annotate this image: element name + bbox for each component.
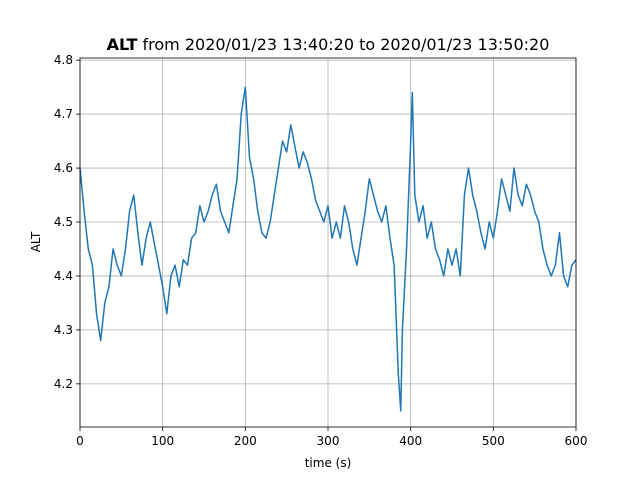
y-tick-label: 4.3 xyxy=(54,323,73,337)
y-tick-label: 4.5 xyxy=(54,215,73,229)
y-tick-label: 4.8 xyxy=(54,53,73,67)
y-tick-label: 4.6 xyxy=(54,161,73,175)
y-tick-label: 4.7 xyxy=(54,107,73,121)
x-tick-label: 600 xyxy=(565,434,588,448)
y-tick-label: 4.4 xyxy=(54,269,73,283)
y-axis-label: ALT xyxy=(29,231,43,252)
plot-frame xyxy=(79,57,577,428)
x-tick-label: 400 xyxy=(399,434,422,448)
x-axis-label: time (s) xyxy=(305,456,352,470)
data-line xyxy=(79,86,577,412)
x-tick-label: 500 xyxy=(482,434,505,448)
x-tick-label: 200 xyxy=(234,434,257,448)
x-tick-label: 100 xyxy=(151,434,174,448)
x-tick-label: 300 xyxy=(317,434,340,448)
title-variable: ALT xyxy=(107,35,138,54)
title-text: from 2020/01/23 13:40:20 to 2020/01/23 1… xyxy=(143,35,550,54)
x-tick-label: 0 xyxy=(76,434,84,448)
y-tick-label: 4.2 xyxy=(54,377,73,391)
chart-title: ALT from 2020/01/23 13:40:20 to 2020/01/… xyxy=(107,35,550,54)
